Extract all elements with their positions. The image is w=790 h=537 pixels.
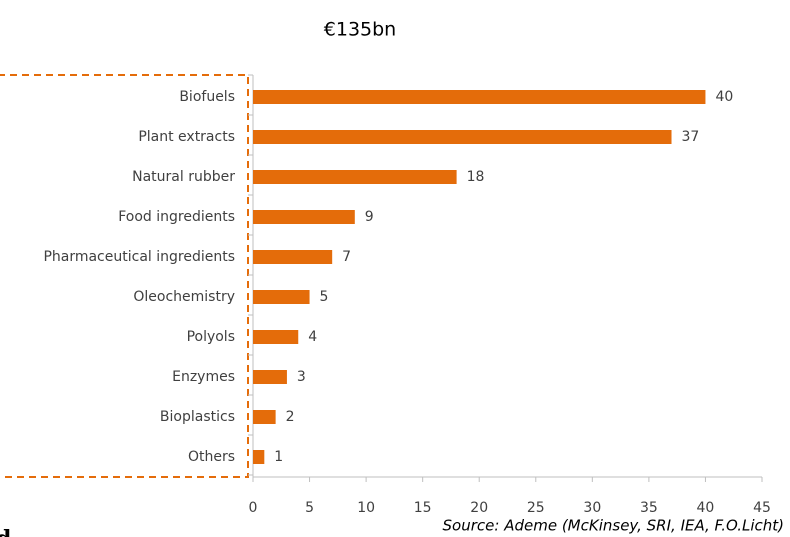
y-tick-label: Bioplastics (160, 409, 235, 425)
y-tick-label: Food ingredients (118, 209, 235, 225)
bar (253, 170, 457, 184)
x-tick-label: 35 (640, 500, 658, 516)
text-fragment: d (0, 526, 11, 537)
x-tick-label: 20 (470, 500, 488, 516)
y-tick-label: Plant extracts (138, 129, 235, 145)
value-label: 2 (286, 409, 295, 425)
bar (253, 450, 265, 464)
x-tick-label: 0 (249, 500, 258, 516)
x-tick-label: 15 (414, 500, 432, 516)
y-tick-label: Biofuels (179, 89, 235, 105)
y-tick-label: Others (188, 449, 235, 465)
value-label: 7 (342, 249, 351, 265)
bar (253, 90, 706, 104)
chart-title: €135bn (324, 19, 396, 41)
x-tick-label: 40 (697, 500, 715, 516)
highlight-box (0, 74, 249, 478)
value-label: 4 (308, 329, 317, 345)
bar (253, 330, 299, 344)
value-label: 37 (682, 129, 700, 145)
value-label: 1 (274, 449, 283, 465)
y-tick-label: Enzymes (172, 369, 235, 385)
x-tick-label: 45 (753, 500, 771, 516)
y-tick-label: Oleochemistry (133, 289, 235, 305)
value-label: 40 (715, 89, 733, 105)
value-label: 3 (297, 369, 306, 385)
value-label: 9 (365, 209, 374, 225)
x-tick-label: 5 (305, 500, 314, 516)
x-tick-label: 10 (357, 500, 375, 516)
y-tick-label: Natural rubber (132, 169, 235, 185)
source-note: Source: Ademe (McKinsey, SRI, IEA, F.O.L… (443, 517, 784, 535)
bar (253, 410, 276, 424)
bar (253, 130, 672, 144)
x-tick-label: 25 (527, 500, 545, 516)
value-label: 5 (320, 289, 329, 305)
bar (253, 370, 287, 384)
value-label: 18 (467, 169, 485, 185)
x-tick-label: 30 (583, 500, 601, 516)
bar (253, 290, 310, 304)
bar (253, 210, 355, 224)
y-tick-label: Pharmaceutical ingredients (43, 249, 235, 265)
y-tick-label: Polyols (187, 329, 235, 345)
bar (253, 250, 333, 264)
